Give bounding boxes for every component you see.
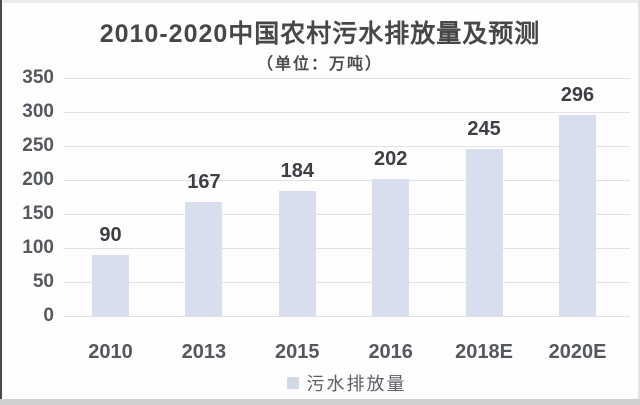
gridline [63, 282, 630, 283]
bar-value-label: 202 [374, 147, 408, 170]
bar-2018E [465, 149, 503, 316]
bar-2016 [372, 178, 410, 316]
gridline [63, 112, 630, 113]
x-axis-tick-label: 2018E [455, 341, 514, 363]
x-axis-tick-label: 2016 [368, 341, 413, 363]
legend: 污水排放量 [63, 373, 630, 394]
gridline [63, 214, 630, 215]
x-axis-tick-label: 2020E [548, 341, 607, 363]
legend-label: 污水排放量 [306, 374, 407, 394]
y-axis-tick-label: 100 [22, 237, 54, 258]
y-axis-tick-label: 350 [22, 67, 54, 88]
frame-edge-bottom [0, 399, 640, 405]
frame-edge-top [0, 0, 640, 3]
bar-value-label: 90 [99, 223, 122, 246]
gridline [63, 180, 630, 181]
y-axis-tick-label: 300 [22, 101, 54, 122]
legend-marker-icon [286, 377, 299, 389]
bar-value-label: 296 [560, 83, 595, 106]
chart-subtitle: （单位：万吨） [256, 56, 383, 73]
bar-value-label: 245 [467, 118, 501, 141]
y-axis-tick-label: 250 [22, 135, 54, 156]
gridline [63, 146, 630, 147]
bar-2013 [185, 202, 223, 316]
frame-edge-right [638, 0, 640, 405]
y-axis-tick-label: 200 [22, 169, 54, 190]
gridline [63, 248, 630, 249]
frame-edge-left [0, 0, 2, 405]
x-axis-tick-label: 2010 [88, 341, 133, 363]
x-axis-tick-label: 2013 [181, 341, 227, 363]
gridline [63, 316, 630, 317]
chart-title: 2010-2020中国农村污水排放量及预测 [99, 20, 541, 48]
gridline [63, 78, 630, 79]
bar-value-label: 184 [280, 159, 314, 182]
x-axis-tick-label: 2015 [275, 341, 320, 363]
y-axis-tick-label: 50 [32, 271, 54, 292]
bar-2015 [278, 190, 316, 316]
bar-value-label: 167 [187, 171, 221, 194]
y-axis-tick-label: 0 [43, 305, 54, 326]
bar-2020E [559, 114, 596, 316]
y-axis-tick-label: 150 [22, 203, 54, 224]
bar-2010 [92, 254, 129, 316]
